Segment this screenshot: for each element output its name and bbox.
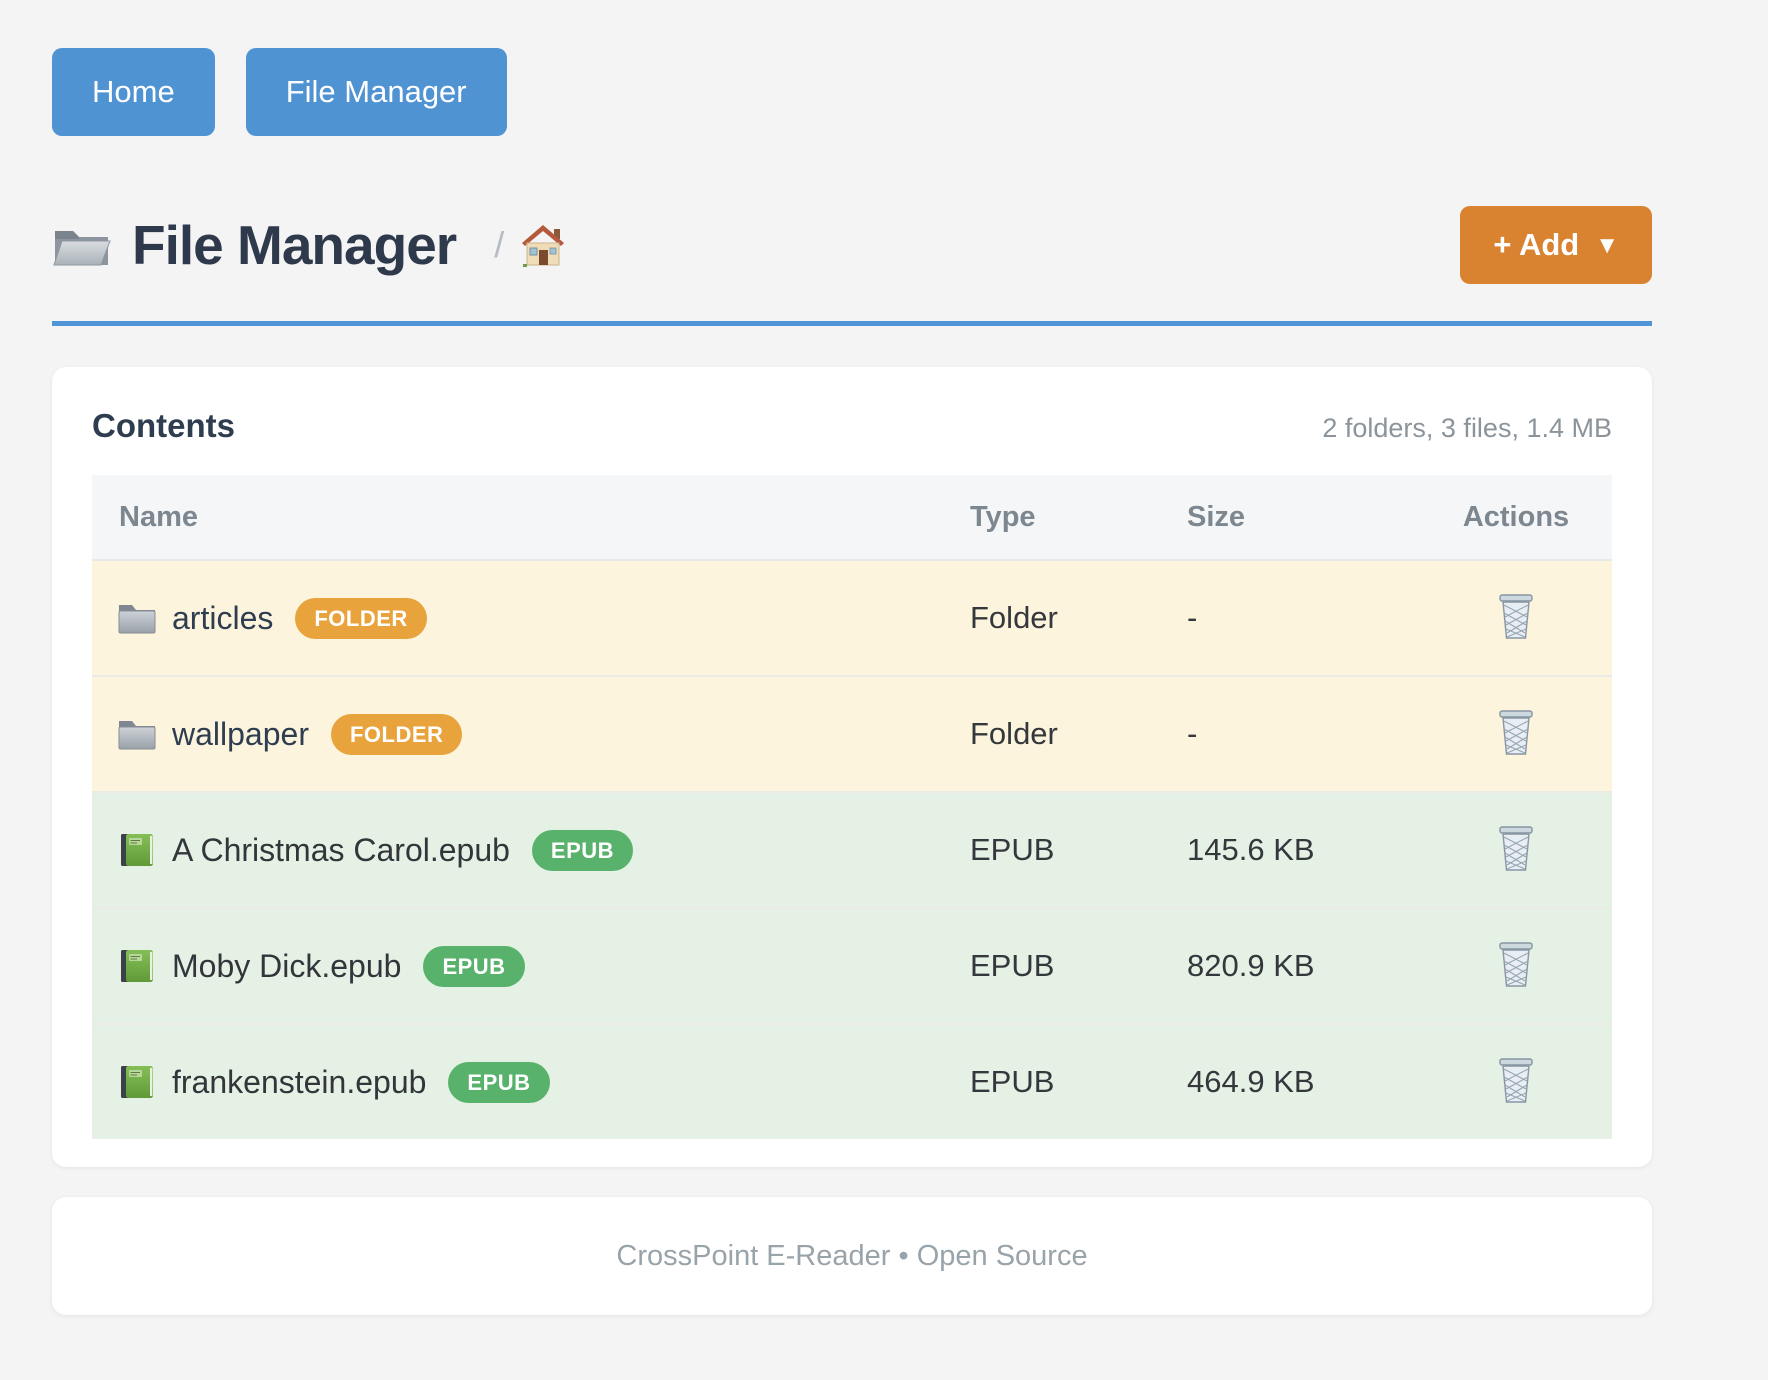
green-book-icon: [117, 947, 157, 985]
column-header-size: Size: [1187, 475, 1420, 560]
epub-badge: EPUB: [532, 830, 633, 871]
top-nav: Home File Manager: [52, 48, 1652, 136]
green-book-icon: [117, 831, 157, 869]
footer-card: CrossPoint E-Reader • Open Source: [52, 1197, 1652, 1315]
table-header-row: Name Type Size Actions: [92, 475, 1612, 560]
type-cell: Folder: [970, 560, 1187, 676]
page-title: File Manager: [132, 213, 456, 277]
breadcrumb-home-link[interactable]: [520, 223, 566, 267]
size-cell: -: [1187, 560, 1420, 676]
table-row-articles: articles FOLDER Folder -: [92, 560, 1612, 676]
delete-button[interactable]: [1494, 705, 1538, 759]
type-cell: EPUB: [970, 908, 1187, 1024]
contents-card-header: Contents 2 folders, 3 files, 1.4 MB: [92, 407, 1612, 445]
trash-icon: [1498, 593, 1534, 639]
file-name-link[interactable]: articles: [172, 600, 273, 637]
add-button-label: + Add: [1493, 227, 1579, 263]
trash-icon: [1498, 941, 1534, 987]
table-row-frankenstein: frankenstein.epub EPUB EPUB 464.9 KB: [92, 1024, 1612, 1139]
title-divider: [52, 321, 1652, 326]
size-cell: 464.9 KB: [1187, 1024, 1420, 1139]
page-header: File Manager / + Add ▼: [52, 206, 1652, 284]
type-cell: Folder: [970, 676, 1187, 792]
column-header-type: Type: [970, 475, 1187, 560]
open-folder-icon: [52, 219, 112, 271]
home-icon: [520, 223, 566, 267]
column-header-name: Name: [92, 475, 970, 560]
contents-heading: Contents: [92, 407, 235, 445]
page-container: Home File Manager File Manager / + Add ▼…: [52, 0, 1652, 1315]
home-button[interactable]: Home: [52, 48, 215, 136]
breadcrumb-separator: /: [494, 224, 504, 266]
trash-icon: [1498, 709, 1534, 755]
delete-button[interactable]: [1494, 589, 1538, 643]
file-name-link[interactable]: Moby Dick.epub: [172, 948, 401, 985]
trash-icon: [1498, 825, 1534, 871]
contents-card: Contents 2 folders, 3 files, 1.4 MB Name…: [52, 367, 1652, 1167]
folder-badge: FOLDER: [331, 714, 462, 755]
table-row-moby-dick: Moby Dick.epub EPUB EPUB 820.9 KB: [92, 908, 1612, 1024]
green-book-icon: [117, 1063, 157, 1101]
epub-badge: EPUB: [423, 946, 524, 987]
file-manager-button[interactable]: File Manager: [246, 48, 507, 136]
file-name-link[interactable]: frankenstein.epub: [172, 1064, 426, 1101]
delete-button[interactable]: [1494, 821, 1538, 875]
file-name-link[interactable]: wallpaper: [172, 716, 309, 753]
folder-icon: [117, 599, 157, 637]
size-cell: 820.9 KB: [1187, 908, 1420, 1024]
add-button[interactable]: + Add ▼: [1460, 206, 1652, 284]
contents-summary: 2 folders, 3 files, 1.4 MB: [1322, 413, 1612, 444]
delete-button[interactable]: [1494, 1053, 1538, 1107]
table-row-wallpaper: wallpaper FOLDER Folder -: [92, 676, 1612, 792]
table-row-christmas-carol: A Christmas Carol.epub EPUB EPUB 145.6 K…: [92, 792, 1612, 908]
folder-badge: FOLDER: [295, 598, 426, 639]
delete-button[interactable]: [1494, 937, 1538, 991]
size-cell: 145.6 KB: [1187, 792, 1420, 908]
file-name-link[interactable]: A Christmas Carol.epub: [172, 832, 510, 869]
trash-icon: [1498, 1057, 1534, 1103]
column-header-actions: Actions: [1420, 475, 1612, 560]
chevron-down-icon: ▼: [1595, 232, 1619, 260]
footer-text: CrossPoint E-Reader • Open Source: [616, 1240, 1087, 1273]
folder-icon: [117, 715, 157, 753]
type-cell: EPUB: [970, 792, 1187, 908]
epub-badge: EPUB: [448, 1062, 549, 1103]
size-cell: -: [1187, 676, 1420, 792]
type-cell: EPUB: [970, 1024, 1187, 1139]
file-table: Name Type Size Actions articles FOLDER F…: [92, 475, 1612, 1139]
